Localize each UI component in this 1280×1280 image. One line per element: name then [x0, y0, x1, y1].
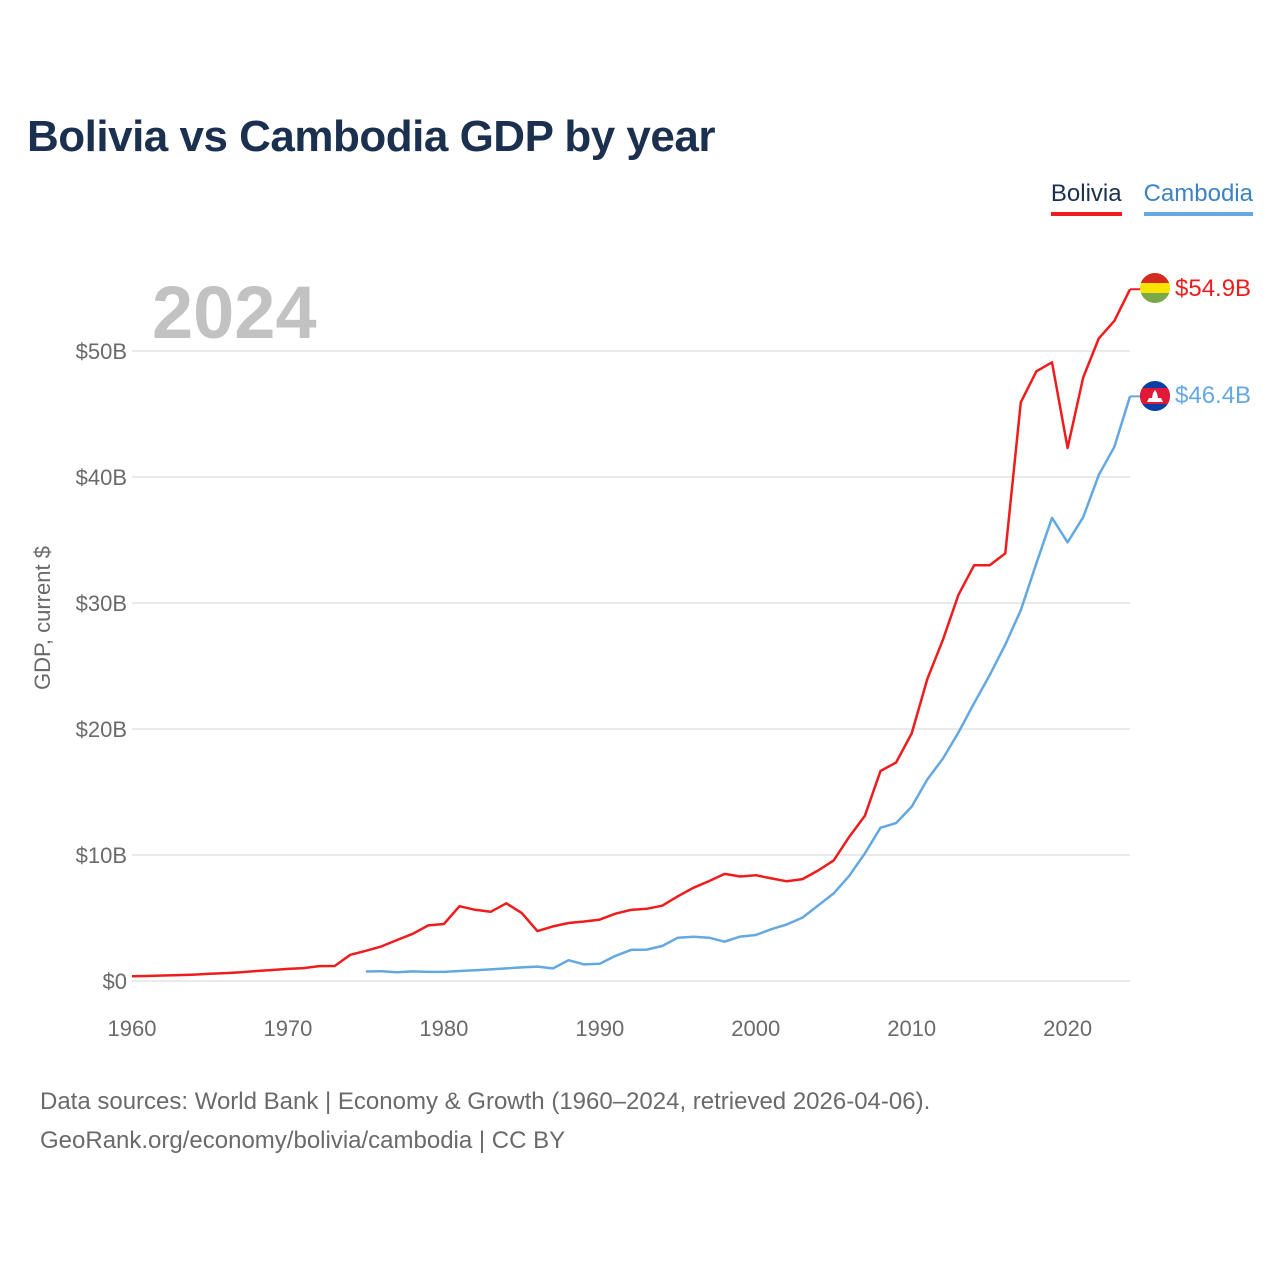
x-tick-label: 1970: [263, 1016, 312, 1041]
x-tick-label: 1980: [419, 1016, 468, 1041]
y-tick-label: $0: [103, 969, 127, 994]
x-tick-label: 1990: [575, 1016, 624, 1041]
y-tick-label: $10B: [76, 843, 127, 868]
chart-title: Bolivia vs Cambodia GDP by year: [27, 112, 715, 161]
x-tick-label: 1960: [108, 1016, 157, 1041]
x-tick-label: 2010: [887, 1016, 936, 1041]
x-tick-label: 2020: [1043, 1016, 1092, 1041]
x-axis-ticks: 1960 1970 1980 1990 2000 2010 2020: [108, 1016, 1093, 1041]
source-line-2: GeoRank.org/economy/bolivia/cambodia | C…: [40, 1127, 566, 1154]
y-tick-label: $50B: [76, 339, 127, 364]
legend-item-cambodia[interactable]: Cambodia: [1143, 180, 1253, 216]
year-watermark: 2024: [152, 271, 317, 354]
x-tick-label: 2000: [731, 1016, 780, 1041]
y-tick-label: $20B: [76, 717, 127, 742]
data-series: [131, 288, 1140, 978]
cambodia-flag-icon: [1140, 381, 1170, 411]
legend-item-bolivia[interactable]: Bolivia: [1050, 180, 1122, 216]
y-axis-title: GDP, current $: [30, 546, 55, 690]
legend: Bolivia Cambodia: [1050, 180, 1253, 216]
cambodia-end-value: $46.4B: [1175, 382, 1251, 409]
source-line-1: Data sources: World Bank | Economy & Gro…: [40, 1088, 931, 1115]
bolivia-end-value: $54.9B: [1175, 275, 1251, 302]
source-note: Data sources: World Bank | Economy & Gro…: [40, 1082, 930, 1160]
series-line-bolivia: [131, 288, 1132, 978]
y-tick-label: $30B: [76, 591, 127, 616]
grid-lines: [132, 350, 1130, 982]
bolivia-flag-icon: [1140, 273, 1170, 303]
y-tick-label: $40B: [76, 465, 127, 490]
series-line-cambodia: [365, 396, 1132, 974]
y-axis-ticks: $0 $10B $20B $30B $40B $50B: [76, 339, 127, 994]
